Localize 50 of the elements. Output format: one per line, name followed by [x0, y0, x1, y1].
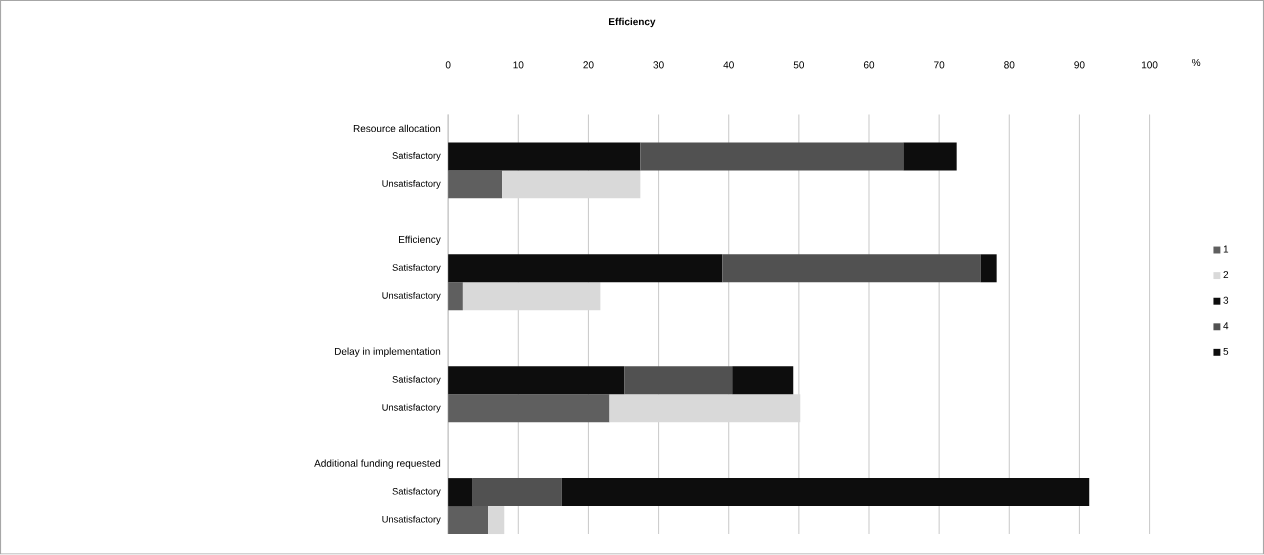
x-tick-label: 80 — [1004, 61, 1015, 69]
y-tick-label: Resource allocation — [353, 124, 441, 133]
x-axis-title: % — [1192, 59, 1201, 67]
y-tick-label: Satisfactory — [392, 376, 441, 385]
y-tick-label: Satisfactory — [392, 264, 441, 273]
legend-label: 1 — [1223, 245, 1229, 253]
x-tick-label: 30 — [653, 61, 664, 69]
bar — [903, 142, 957, 171]
bar — [472, 478, 562, 507]
bar — [624, 366, 733, 395]
y-tick-label: Unsatisfactory — [382, 180, 441, 189]
bar — [980, 254, 997, 283]
x-tick-label: 10 — [513, 61, 524, 69]
x-tick-label: 20 — [583, 61, 594, 69]
x-tick-label: 100 — [1141, 61, 1158, 69]
y-tick-label: Satisfactory — [392, 152, 441, 161]
bar — [722, 254, 981, 283]
bar — [448, 142, 641, 171]
bar — [448, 478, 473, 507]
bar — [462, 282, 601, 311]
bar — [448, 254, 723, 283]
bar — [502, 170, 641, 199]
bar — [448, 394, 610, 423]
x-tick-label: 70 — [934, 61, 945, 69]
x-tick-label: 60 — [863, 61, 875, 69]
legend-label: 5 — [1223, 348, 1229, 356]
x-tick-label: 50 — [793, 61, 805, 69]
bar — [448, 506, 489, 535]
bar — [609, 394, 801, 423]
legend-label: 4 — [1223, 322, 1229, 330]
bar — [448, 282, 463, 311]
bar — [561, 478, 1090, 507]
legend-label: 2 — [1223, 271, 1229, 279]
y-tick-label: Unsatisfactory — [382, 404, 441, 413]
x-tick-label: 40 — [723, 61, 734, 69]
bar — [732, 366, 794, 395]
y-tick-label: Efficiency — [399, 235, 441, 246]
x-tick-label: 0 — [445, 61, 451, 69]
y-tick-label: Additional funding requested — [314, 459, 441, 469]
legend-label: 3 — [1223, 296, 1229, 305]
bar — [488, 506, 505, 535]
bar — [640, 142, 904, 171]
y-tick-label: Satisfactory — [392, 487, 441, 497]
y-tick-label: Unsatisfactory — [382, 292, 441, 301]
y-tick-label: Delay in implementation — [334, 347, 441, 358]
y-tick-label: Unsatisfactory — [382, 515, 441, 525]
bar — [448, 170, 503, 199]
bar — [448, 366, 625, 395]
x-tick-label: 90 — [1074, 61, 1085, 69]
chart-title: Efficiency — [608, 18, 656, 28]
